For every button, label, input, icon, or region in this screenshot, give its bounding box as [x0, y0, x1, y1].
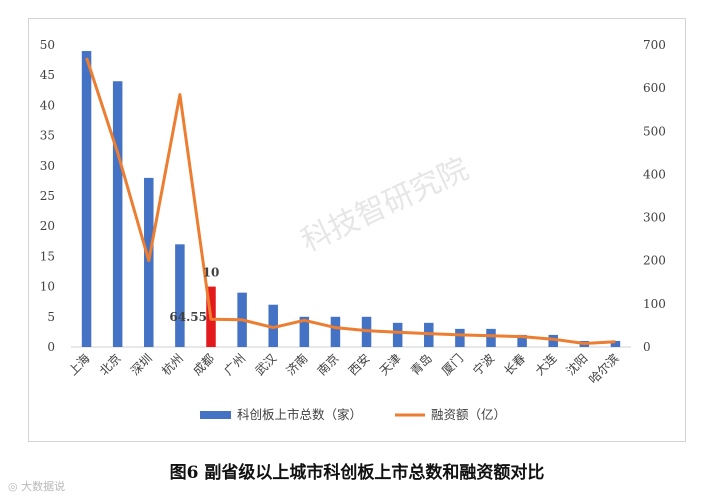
bar	[486, 328, 496, 347]
bar	[175, 244, 185, 347]
x-tick-label: 济南	[283, 351, 311, 379]
x-tick-label: 武汉	[252, 351, 279, 378]
left-tick-label: 0	[47, 340, 55, 354]
line-path	[85, 57, 616, 345]
bar	[610, 340, 621, 347]
bar	[299, 316, 310, 347]
left-tick-label: 5	[47, 310, 55, 324]
x-tick-label: 深圳	[128, 351, 155, 378]
x-tick-label: 西安	[345, 351, 373, 379]
x-tick-label: 青岛	[407, 351, 435, 379]
x-tick-label: 天津	[377, 351, 404, 378]
left-tick-label: 10	[40, 280, 55, 294]
x-tick-label: 广州	[221, 351, 248, 378]
bar	[548, 334, 558, 347]
legend-bar-swatch	[200, 411, 231, 419]
line-data-label: 64.55	[169, 310, 207, 324]
bar	[330, 316, 341, 347]
bar	[144, 177, 154, 347]
left-tick-label: 15	[40, 249, 55, 263]
chart-frame: 科技智研究院 0 5 10 15 20 25 30 35 40 45 50 0 100 200 300 40…	[28, 18, 686, 442]
left-tick-label: 25	[40, 189, 55, 203]
watermark-icon: ◎	[8, 480, 18, 493]
right-tick-label: 200	[643, 254, 666, 268]
chart-svg: 科技智研究院 0 5 10 15 20 25 30 35 40 45 50 0 100 200 300 40…	[40, 38, 666, 422]
x-tick-label: 成都	[190, 351, 217, 378]
legend-bar-label: 科创板上市总数（家）	[237, 407, 362, 422]
left-tick-label: 20	[40, 219, 55, 233]
x-tick-label: 杭州	[158, 351, 186, 379]
bar-series	[81, 51, 621, 348]
legend-line-label: 融资额（亿）	[431, 407, 506, 422]
x-tick-label: 上海	[65, 351, 93, 379]
watermark-text: 大数据说	[21, 480, 66, 493]
right-tick-label: 500	[643, 124, 666, 138]
figure-caption: 图6 副省级以上城市科创板上市总数和融资额对比	[169, 463, 545, 483]
legend: 科创板上市总数（家） 融资额（亿）	[200, 407, 506, 422]
right-tick-label: 400	[643, 167, 666, 181]
bar	[112, 81, 123, 348]
left-axis: 0 5 10 15 20 25 30 35 40 45 50	[40, 38, 55, 354]
bar	[81, 51, 92, 347]
right-tick-label: 100	[643, 297, 666, 311]
bar	[268, 304, 278, 347]
annotations: 10 64.55	[169, 266, 219, 325]
right-tick-label: 300	[643, 211, 666, 225]
right-tick-label: 0	[643, 340, 651, 354]
right-tick-label: 700	[643, 38, 666, 52]
x-tick-label: 长春	[501, 351, 528, 378]
x-tick-label: 北京	[97, 351, 124, 378]
x-tick-label: 大连	[532, 351, 560, 379]
bar	[392, 322, 403, 347]
bar-data-label: 10	[203, 266, 220, 280]
x-tick-label: 厦门	[438, 351, 466, 379]
x-tick-label: 沈阳	[563, 351, 591, 379]
source-watermark: ◎ 大数据说	[8, 478, 65, 494]
right-axis: 0 100 200 300 400 500 600 700	[643, 38, 666, 354]
bar	[455, 328, 465, 347]
x-tick-label: 南京	[314, 351, 342, 379]
chart-watermark: 科技智研究院	[296, 151, 474, 259]
left-tick-label: 50	[40, 38, 55, 52]
left-tick-label: 30	[40, 159, 55, 173]
right-tick-label: 600	[643, 81, 666, 95]
x-tick-label: 宁波	[470, 351, 498, 379]
line-series	[85, 57, 616, 345]
left-tick-label: 40	[40, 98, 55, 112]
left-tick-label: 35	[40, 129, 55, 143]
x-tick-label: 哈尔滨	[585, 351, 621, 387]
bar	[517, 334, 527, 347]
left-tick-label: 45	[40, 68, 55, 82]
